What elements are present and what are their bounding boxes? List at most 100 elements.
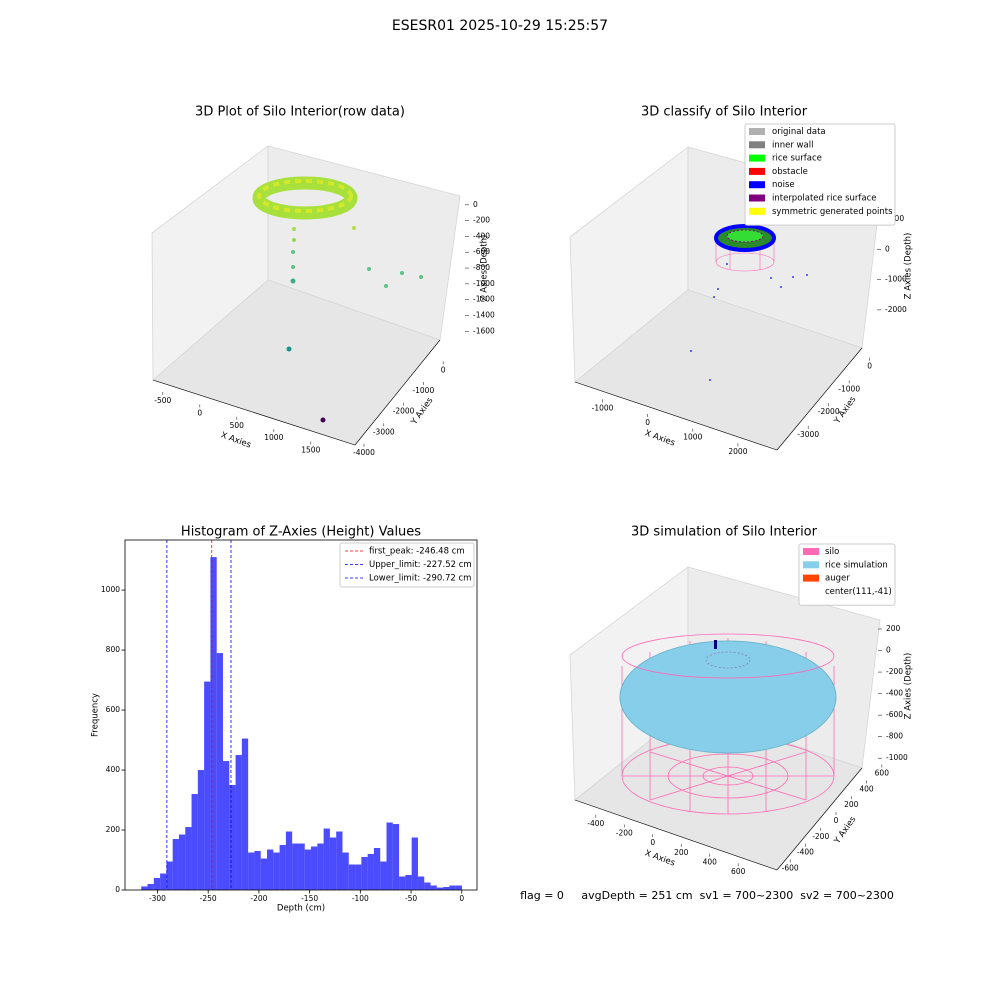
legend-box xyxy=(339,542,475,588)
bar xyxy=(298,843,305,890)
z-tick-label: -1600 xyxy=(473,326,495,335)
x-tick-label: 1500 xyxy=(301,446,320,455)
z-tick-label: 0 xyxy=(473,200,478,209)
legend-swatch xyxy=(749,141,765,149)
figure-title: ESESR01 2025-10-29 15:25:57 xyxy=(392,18,608,34)
bar xyxy=(329,837,337,890)
y-tick-label: 0 xyxy=(441,365,446,374)
bar xyxy=(241,738,249,890)
bar xyxy=(248,852,255,890)
bar xyxy=(367,854,374,890)
y-tick-label: 0 xyxy=(867,362,872,371)
axis-line xyxy=(354,339,441,446)
x-tick-label: -200 xyxy=(250,894,267,903)
legend-swatch xyxy=(749,181,765,189)
legend-swatch xyxy=(803,548,819,555)
panel-1-drawing xyxy=(252,176,423,423)
z-tick-label: -1200 xyxy=(473,295,495,304)
bar xyxy=(160,873,167,890)
panel-2-drawing xyxy=(690,224,808,381)
bar xyxy=(254,851,261,890)
z-tick-label: -600 xyxy=(886,710,903,719)
bar xyxy=(204,681,211,890)
x-tick-label: -400 xyxy=(587,819,604,828)
x-tick-label: -150 xyxy=(301,894,318,903)
bar xyxy=(336,831,343,890)
z-tick-label: -200 xyxy=(886,667,903,676)
bar xyxy=(380,861,387,890)
z-tick-label: -800 xyxy=(473,263,490,272)
bar xyxy=(222,761,230,890)
y-tick-label: -1000 xyxy=(412,386,434,395)
legend-box xyxy=(744,123,896,226)
bar xyxy=(323,828,330,890)
y-tick-label: -3000 xyxy=(373,427,395,436)
legend-label: inner wall xyxy=(772,140,813,150)
bar xyxy=(229,785,236,890)
legend-label: Lower_limit: -290.72 cm xyxy=(369,574,471,584)
panel-title: 3D Plot of Silo Interior(row data) xyxy=(195,105,405,120)
y-tick-label: 0 xyxy=(834,816,839,825)
panel-3-drawing xyxy=(619,633,837,815)
z-tick-label: -1000 xyxy=(473,279,495,288)
y-tick-label: 200 xyxy=(106,825,121,834)
legend-label: Upper_limit: -227.52 cm xyxy=(369,560,472,570)
axes-frame xyxy=(124,539,478,891)
x-tick-label: -200 xyxy=(616,828,633,837)
bar xyxy=(455,885,462,890)
legend-swatch xyxy=(803,574,819,582)
y-tick-label: -200 xyxy=(812,832,829,841)
z-tick-label: -1400 xyxy=(473,310,495,319)
y-tick-label: 600 xyxy=(106,705,121,714)
legend-label: noise xyxy=(772,180,795,190)
bar xyxy=(405,875,412,890)
y-tick-label: -2000 xyxy=(818,407,840,416)
z-tick-label: 200 xyxy=(886,624,901,633)
x-tick-label: 200 xyxy=(674,848,689,857)
y-tick-label: -3000 xyxy=(797,430,819,439)
z-tick-label: -2000 xyxy=(885,305,907,314)
bar xyxy=(191,794,198,890)
bar xyxy=(216,653,223,890)
panel-title: Histogram of Z-Axies (Height) Values xyxy=(181,525,421,540)
bar xyxy=(292,843,299,890)
y-tick-label: -2000 xyxy=(393,407,415,416)
bar xyxy=(153,878,161,890)
bar xyxy=(235,755,242,890)
axes-panes xyxy=(151,145,461,446)
x-tick-label: -250 xyxy=(200,894,217,903)
z-tick-label: -400 xyxy=(886,689,903,698)
legend-label: rice simulation xyxy=(825,560,888,570)
y-tick-label: 800 xyxy=(106,645,121,654)
z-tick-label: -400 xyxy=(473,231,490,240)
legend-swatch xyxy=(749,154,765,162)
axis-line xyxy=(574,381,778,451)
bar xyxy=(166,861,173,890)
x-axis-label: X Axies xyxy=(219,430,252,450)
bar xyxy=(361,857,368,890)
bar xyxy=(141,886,148,890)
bar xyxy=(178,834,186,890)
x-tick-label: 1000 xyxy=(683,433,702,442)
z-tick-label: -800 xyxy=(886,732,903,741)
bar xyxy=(373,848,381,890)
axis-line xyxy=(776,347,863,451)
legend-label: first_peak: -246.48 cm xyxy=(369,547,465,557)
z-tick-label: 0 xyxy=(885,244,890,253)
legend-label: symmetric generated points xyxy=(772,207,893,217)
bar xyxy=(197,770,205,890)
bar xyxy=(317,843,324,890)
bar xyxy=(443,887,450,890)
x-tick-label: 400 xyxy=(703,858,718,867)
panel-title: 3D classify of Silo Interior xyxy=(641,105,808,120)
x-tick-label: 0 xyxy=(645,418,650,427)
legend-swatch xyxy=(803,561,819,569)
y-tick-label: -400 xyxy=(797,848,814,857)
y-tick-label: 0 xyxy=(115,885,120,894)
z-tick-label: -600 xyxy=(473,247,490,256)
y-tick-label: -4000 xyxy=(353,448,375,457)
x-tick-label: 500 xyxy=(230,421,245,430)
legend-label: interpolated rice surface xyxy=(772,194,877,204)
bar xyxy=(304,849,312,890)
